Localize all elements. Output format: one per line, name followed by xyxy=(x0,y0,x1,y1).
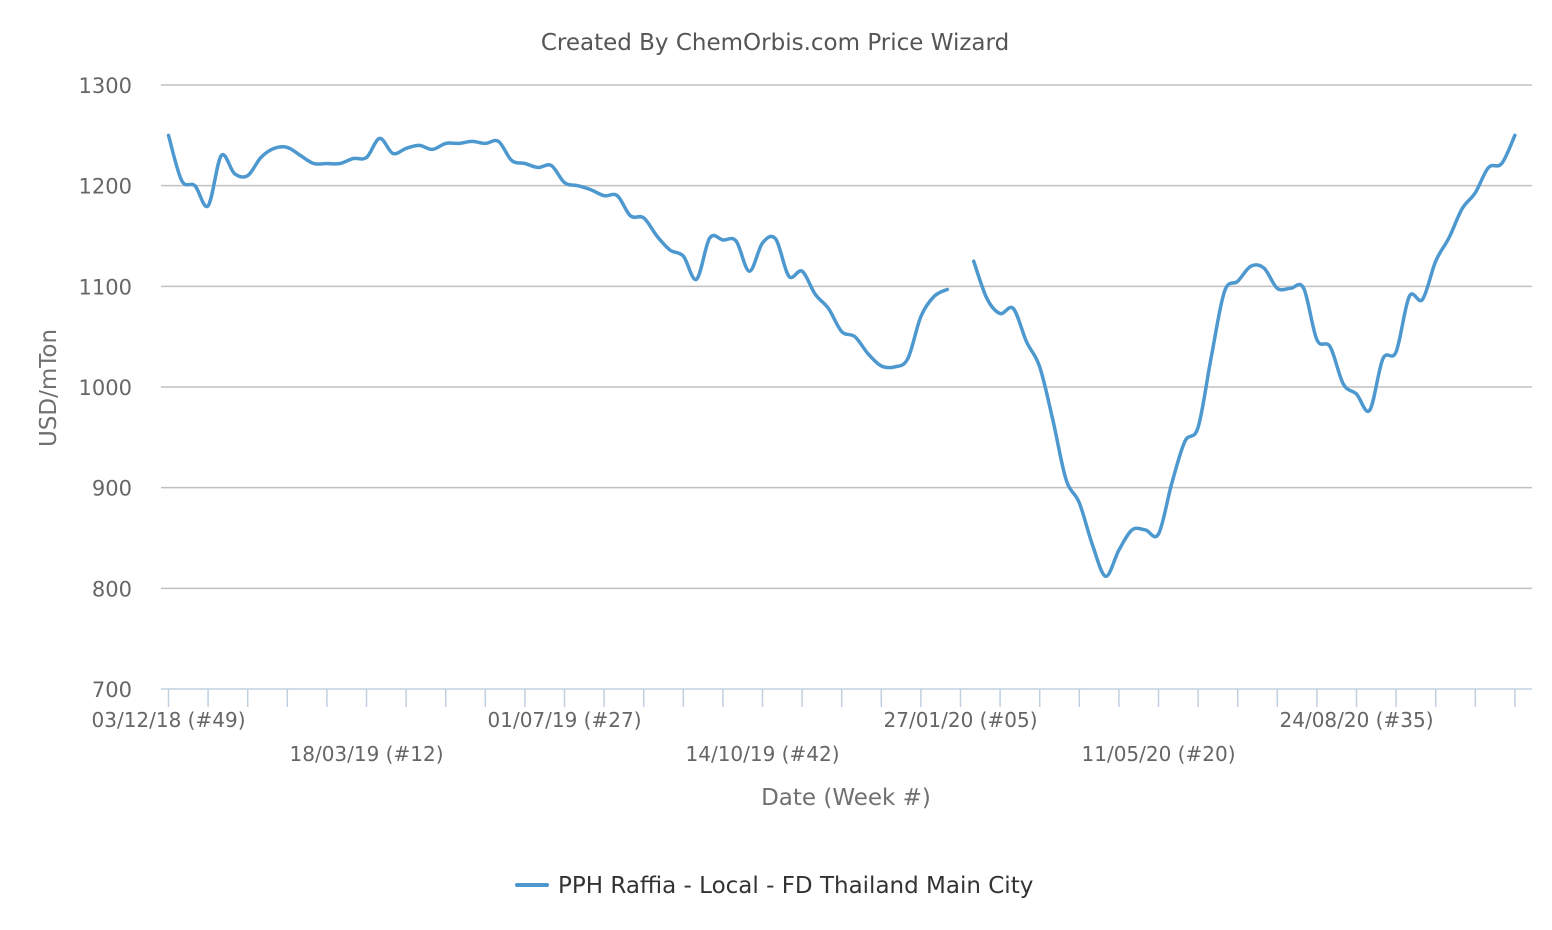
y-tick-label: 900 xyxy=(92,477,132,501)
y-tick-label: 1100 xyxy=(79,275,132,299)
y-tick-label: 700 xyxy=(92,678,132,702)
x-tick-label: 03/12/18 (#49) xyxy=(92,708,246,732)
x-tick-label: 01/07/19 (#27) xyxy=(488,708,642,732)
legend-label[interactable]: PPH Raffia - Local - FD Thailand Main Ci… xyxy=(558,873,1033,899)
series-layer xyxy=(166,133,1517,579)
x-tick-label: 18/03/19 (#12) xyxy=(290,742,444,766)
y-tick-label: 800 xyxy=(92,577,132,601)
series-line[interactable] xyxy=(166,133,950,370)
y-gridlines xyxy=(161,84,1532,590)
x-tick-label: 14/10/19 (#42) xyxy=(686,742,840,766)
y-axis-title: USD/mTon xyxy=(36,329,62,447)
y-tick-label: 1200 xyxy=(79,175,132,199)
y-tick-label: 1300 xyxy=(79,74,132,98)
x-axis-tick-labels: 03/12/18 (#49) 18/03/19 (#12) 01/07/19 (#2… xyxy=(92,708,1434,766)
series-line[interactable] xyxy=(971,133,1517,579)
x-tick-label: 11/05/20 (#20) xyxy=(1082,742,1236,766)
y-axis-tick-labels: 700 800 900 1000 1100 1200 1300 xyxy=(79,74,132,702)
legend[interactable]: PPH Raffia - Local - FD Thailand Main Ci… xyxy=(515,873,1033,899)
x-tick-label: 27/01/20 (#05) xyxy=(884,708,1038,732)
x-axis-ticks xyxy=(167,689,1516,707)
y-tick-label: 1000 xyxy=(79,376,132,400)
x-tick-label: 24/08/20 (#35) xyxy=(1280,708,1434,732)
x-axis-title: Date (Week #) xyxy=(761,785,931,811)
chart-title: Created By ChemOrbis.com Price Wizard xyxy=(541,30,1009,56)
